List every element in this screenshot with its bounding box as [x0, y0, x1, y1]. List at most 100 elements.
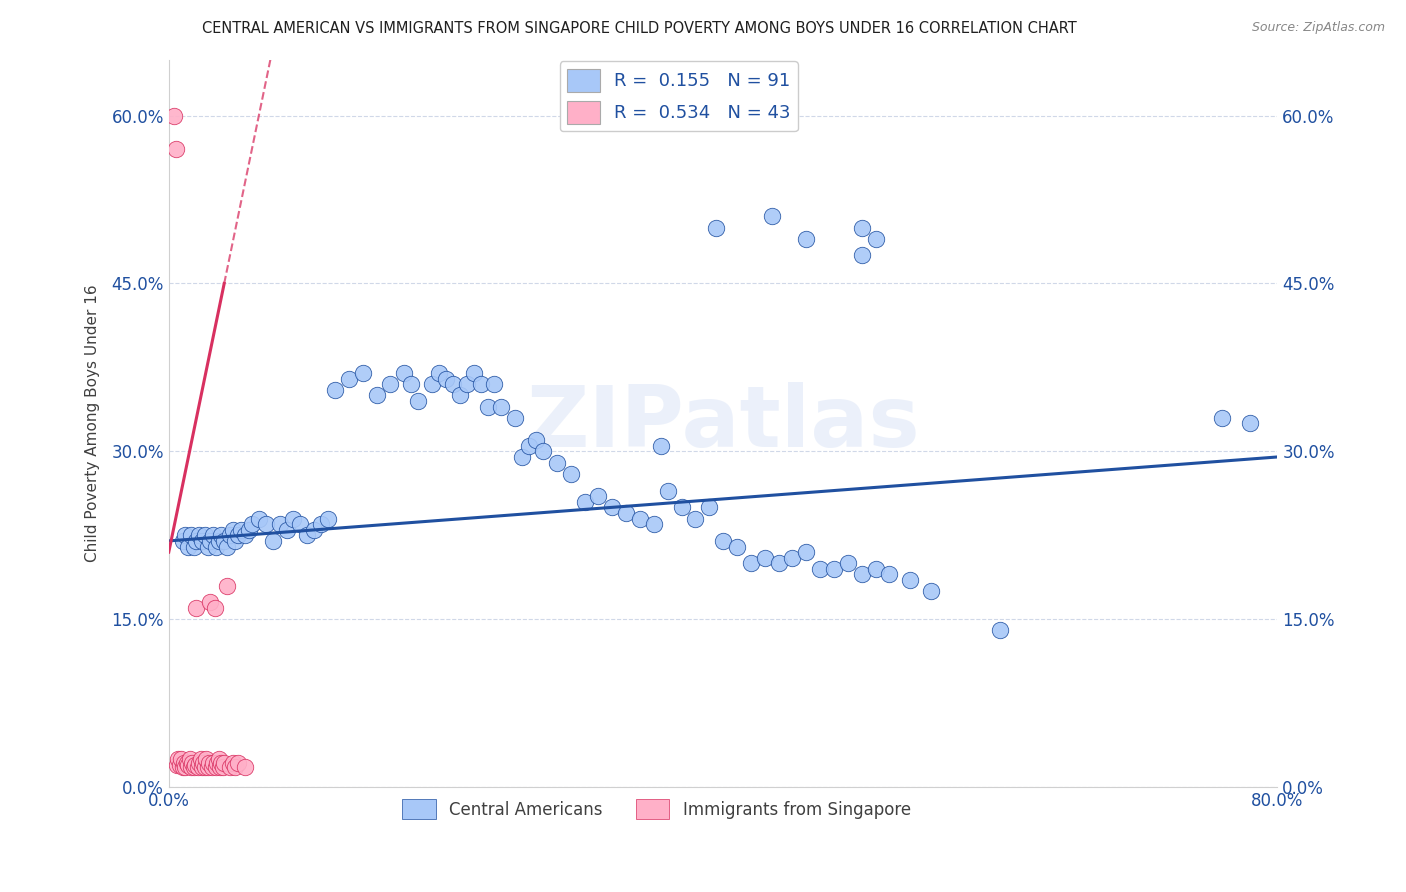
Point — [205, 540, 228, 554]
Point — [198, 756, 221, 770]
Point — [195, 752, 218, 766]
Point — [190, 752, 212, 766]
Point — [650, 439, 672, 453]
Point — [503, 410, 526, 425]
Point — [988, 624, 1011, 638]
Point — [221, 756, 243, 770]
Point — [174, 760, 197, 774]
Point — [188, 756, 211, 770]
Point — [851, 220, 873, 235]
Point — [484, 377, 506, 392]
Point — [524, 433, 547, 447]
Point — [233, 528, 256, 542]
Point — [167, 752, 190, 766]
Point — [215, 579, 238, 593]
Point — [254, 517, 277, 532]
Point — [197, 540, 219, 554]
Text: Source: ZipAtlas.com: Source: ZipAtlas.com — [1251, 21, 1385, 34]
Point — [352, 366, 374, 380]
Point — [173, 756, 195, 770]
Point — [600, 500, 623, 515]
Point — [247, 511, 270, 525]
Point — [209, 756, 232, 770]
Point — [671, 500, 693, 515]
Point — [283, 511, 305, 525]
Point — [406, 394, 429, 409]
Point — [449, 388, 471, 402]
Point — [420, 377, 443, 392]
Point — [704, 220, 727, 235]
Point — [218, 528, 240, 542]
Point — [297, 528, 319, 542]
Point — [240, 517, 263, 532]
Point — [920, 584, 942, 599]
Point — [768, 557, 790, 571]
Point — [434, 371, 457, 385]
Point — [470, 377, 492, 392]
Point — [224, 533, 246, 548]
Point — [193, 756, 215, 770]
Point — [628, 511, 651, 525]
Point — [226, 528, 249, 542]
Point — [188, 528, 211, 542]
Point — [531, 444, 554, 458]
Point — [197, 760, 219, 774]
Point — [221, 523, 243, 537]
Point — [401, 377, 423, 392]
Point — [229, 523, 252, 537]
Point — [200, 533, 222, 548]
Point — [191, 760, 214, 774]
Point — [207, 756, 229, 770]
Point — [337, 371, 360, 385]
Point — [697, 500, 720, 515]
Point — [685, 511, 707, 525]
Point — [194, 760, 217, 774]
Point — [865, 232, 887, 246]
Point — [172, 760, 194, 774]
Point — [837, 557, 859, 571]
Point — [782, 550, 804, 565]
Point — [574, 494, 596, 508]
Y-axis label: Child Poverty Among Boys Under 16: Child Poverty Among Boys Under 16 — [86, 285, 100, 562]
Point — [181, 756, 204, 770]
Text: CENTRAL AMERICAN VS IMMIGRANTS FROM SINGAPORE CHILD POVERTY AMONG BOYS UNDER 16 : CENTRAL AMERICAN VS IMMIGRANTS FROM SING… — [202, 21, 1077, 36]
Point — [205, 760, 228, 774]
Point — [176, 756, 198, 770]
Point — [643, 517, 665, 532]
Point — [1211, 410, 1233, 425]
Point — [761, 209, 783, 223]
Point — [202, 528, 225, 542]
Point — [180, 760, 202, 774]
Point — [186, 533, 208, 548]
Point — [309, 517, 332, 532]
Point — [794, 545, 817, 559]
Point — [316, 511, 339, 525]
Point — [657, 483, 679, 498]
Point — [898, 573, 921, 587]
Point — [510, 450, 533, 464]
Point — [209, 528, 232, 542]
Point — [614, 506, 637, 520]
Point — [441, 377, 464, 392]
Point — [233, 760, 256, 774]
Point — [177, 540, 200, 554]
Legend: Central Americans, Immigrants from Singapore: Central Americans, Immigrants from Singa… — [395, 792, 917, 826]
Point — [183, 760, 205, 774]
Point — [290, 517, 312, 532]
Point — [560, 467, 582, 481]
Point — [725, 540, 748, 554]
Point — [879, 567, 901, 582]
Point — [394, 366, 416, 380]
Point — [163, 109, 186, 123]
Point — [323, 383, 346, 397]
Point — [851, 567, 873, 582]
Point — [224, 760, 246, 774]
Point — [238, 523, 260, 537]
Point — [740, 557, 762, 571]
Point — [1239, 417, 1261, 431]
Point — [808, 562, 831, 576]
Point — [477, 400, 499, 414]
Point — [218, 760, 240, 774]
Point — [463, 366, 485, 380]
Point — [172, 533, 194, 548]
